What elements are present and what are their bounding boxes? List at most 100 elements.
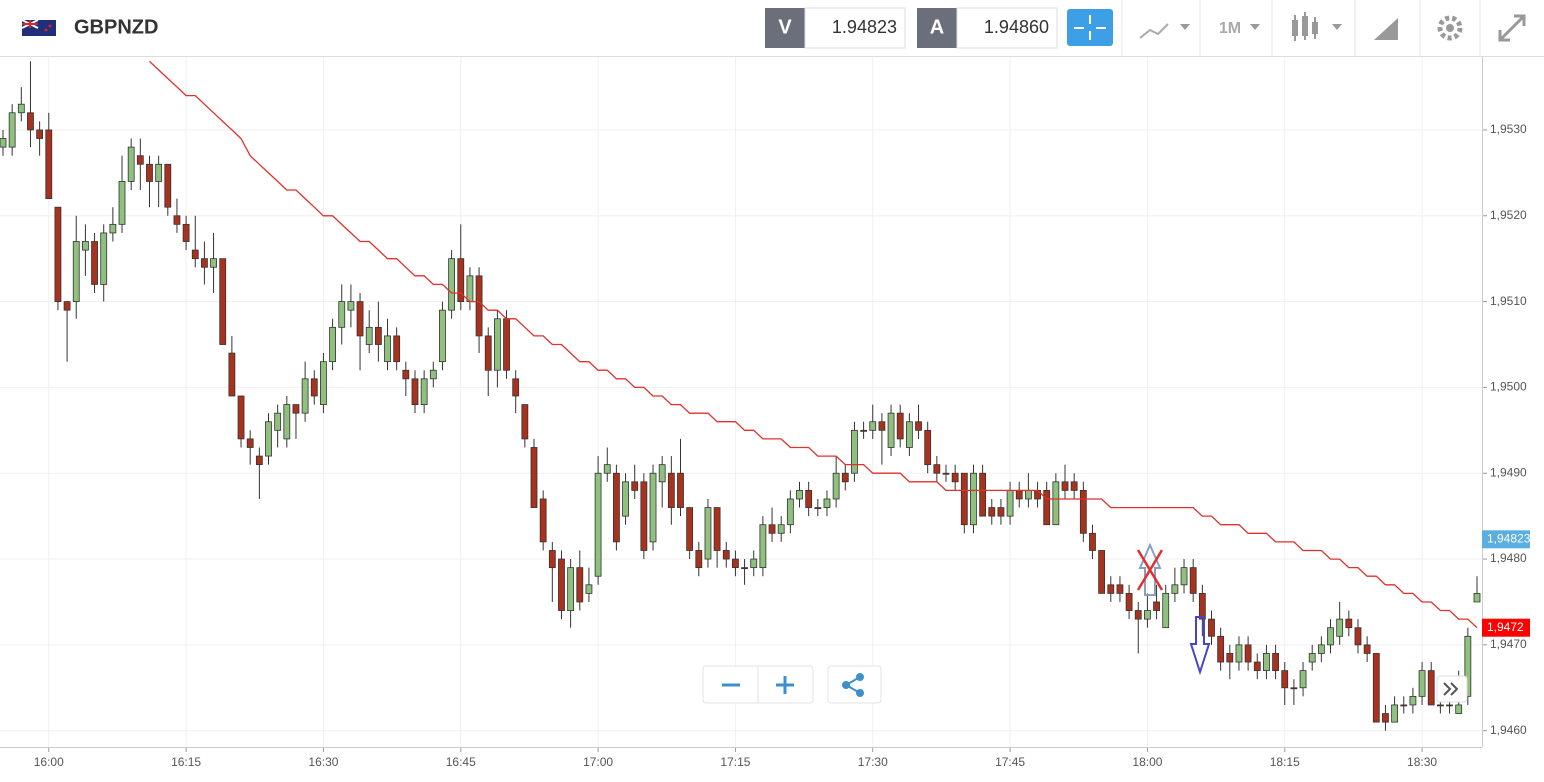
candle-body [851, 429, 858, 474]
candle-body [283, 404, 291, 440]
candle-body [493, 318, 501, 371]
candle-body [210, 258, 217, 268]
candle-body [530, 447, 538, 508]
candle-body [219, 258, 227, 345]
candle-body [649, 472, 657, 543]
candle-body [1162, 592, 1170, 629]
down-arrow-drawing [1189, 616, 1211, 676]
candle-body [1455, 704, 1463, 714]
candle-body [338, 301, 346, 328]
candle-body [411, 378, 419, 405]
toolbar-separators [1121, 0, 1481, 56]
candle-body [265, 421, 272, 457]
candle-body [155, 163, 163, 182]
timeframe[interactable]: 1M [1219, 20, 1241, 37]
candle-body [1263, 653, 1270, 672]
candle-body [1125, 592, 1133, 611]
candle-body [695, 550, 703, 569]
candle-body [1089, 532, 1096, 551]
candle-body [384, 335, 391, 363]
candle-body [255, 455, 263, 466]
dropdown-arrow [1332, 24, 1342, 30]
candle-body [429, 369, 437, 380]
draw-icon[interactable] [1374, 18, 1398, 40]
up-arrow-drawing [1138, 542, 1162, 596]
price-marker [1482, 530, 1530, 549]
candle-body [750, 558, 758, 569]
candle-body [988, 507, 996, 517]
candle-body [1290, 687, 1298, 690]
candle-body [484, 335, 492, 371]
share-button[interactable] [827, 665, 882, 704]
chart-type-icon[interactable] [1139, 23, 1169, 39]
candle-body [1418, 670, 1426, 697]
candle-body [1208, 618, 1215, 637]
candle-body [768, 524, 776, 534]
candle-body [667, 472, 675, 508]
y-tick-label: 1,9520 [1490, 208, 1527, 222]
candle-body [924, 429, 932, 466]
candle-body [548, 550, 556, 569]
symbol: GBPNZD [74, 16, 158, 38]
candle-body [17, 103, 25, 114]
candle-body [420, 378, 428, 405]
candle-body [759, 524, 767, 569]
share-icon [842, 673, 864, 697]
candle-body [832, 472, 840, 500]
zoom-in[interactable] [776, 676, 794, 694]
candle-icon[interactable] [1292, 12, 1318, 41]
candle-body [970, 472, 977, 526]
candle-body [1244, 644, 1252, 663]
settings-icon[interactable] [1437, 15, 1463, 41]
price-marker [1482, 618, 1530, 637]
bid-box [804, 7, 906, 49]
candle-body [1345, 618, 1353, 629]
candle-body [521, 404, 529, 440]
candle-body [1308, 653, 1316, 663]
candle-body [1235, 644, 1243, 663]
candle-body [805, 489, 813, 508]
candle-body [905, 421, 913, 448]
x-tick-label: 16:30 [308, 755, 338, 769]
candle-body [741, 567, 748, 570]
candle-body [658, 464, 666, 483]
y-tick-label: 1,9490 [1490, 465, 1527, 479]
candle-body [292, 404, 300, 414]
candle-body [1217, 635, 1225, 663]
candle-body [640, 481, 648, 551]
candle-body [1189, 567, 1197, 594]
candle-body [1327, 627, 1334, 646]
candle-body [686, 507, 694, 551]
candle-body [1198, 592, 1206, 620]
ask-box [956, 7, 1058, 49]
ask-label: A [930, 16, 944, 38]
candle-body [576, 567, 584, 603]
candle-body [677, 472, 684, 508]
candle-body [201, 258, 208, 268]
candle-body [1409, 695, 1417, 706]
candle-body [1253, 661, 1261, 672]
candle-body [1171, 584, 1179, 594]
candle-body [347, 301, 355, 311]
candle-body [1134, 610, 1142, 620]
candle-body [960, 472, 968, 526]
candle-body [191, 249, 199, 260]
candle-body [8, 112, 16, 148]
x-tick-label: 16:45 [446, 755, 476, 769]
fullscreen-icon[interactable] [1498, 14, 1526, 42]
candle-body [722, 550, 730, 560]
candle-body [512, 378, 520, 397]
scroll-to-end[interactable] [1436, 675, 1468, 703]
x-tick-label: 17:45 [995, 755, 1025, 769]
candle-body [356, 301, 364, 337]
candle-body [1070, 481, 1078, 491]
y-tick-label: 1,9530 [1490, 122, 1527, 136]
y-tick-label: 1,9500 [1490, 380, 1527, 394]
crosshair-button[interactable] [1067, 9, 1113, 46]
candle-body [173, 215, 181, 225]
candle-body [1382, 713, 1389, 723]
candle-body [1336, 618, 1344, 637]
ask-price: 1.94860 [984, 17, 1049, 37]
candle-body [72, 241, 80, 302]
